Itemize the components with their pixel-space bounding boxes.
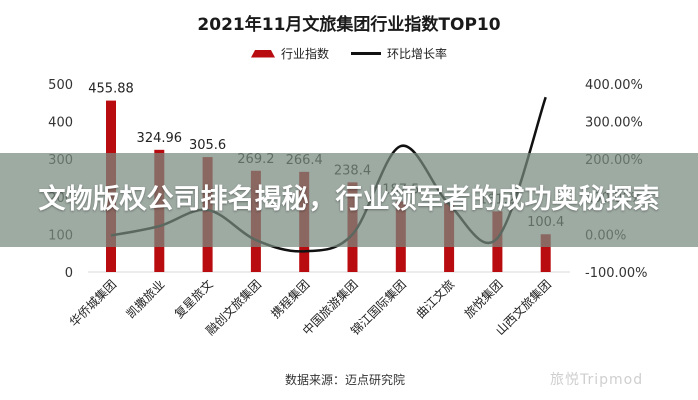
category-label: 复星旅文 — [171, 277, 216, 322]
legend-line-label: 环比增长率 — [387, 47, 448, 61]
headline-text: 文物版权公司排名揭秘，行业领军者的成功奥秘探索 — [38, 184, 660, 215]
left-axis-tick: 0 — [65, 266, 73, 281]
right-axis-tick: 300.00% — [585, 116, 643, 131]
category-label: 旅悦集团 — [461, 277, 506, 322]
left-axis-tick: 500 — [48, 78, 73, 93]
watermark: 旅悦Tripmod — [550, 372, 644, 388]
bar-swatch-icon — [250, 49, 275, 58]
bar — [540, 234, 551, 272]
left-axis-tick: 400 — [48, 116, 73, 131]
category-label: 曲江文旅 — [413, 277, 458, 322]
legend-item-line: 环比增长率 — [351, 45, 447, 62]
line-swatch-icon — [351, 52, 381, 55]
category-label: 凯撒旅业 — [123, 277, 168, 322]
chart-title: 2021年11月文旅集团行业指数TOP10 — [197, 15, 501, 35]
category-label: 携程集团 — [268, 277, 313, 322]
bar-value-label: 305.6 — [189, 138, 226, 153]
bar-value-label: 324.96 — [137, 131, 183, 146]
data-source: 数据来源：迈点研究院 — [285, 373, 406, 387]
category-label: 华侨城集团 — [66, 277, 119, 330]
right-axis-tick: -100.00% — [585, 266, 648, 281]
chart-legend: 行业指数 环比增长率 — [0, 45, 698, 62]
legend-bar-label: 行业指数 — [280, 47, 329, 61]
headline-banner: 文物版权公司排名揭秘，行业领军者的成功奥秘探索 — [0, 153, 698, 247]
bar-value-label: 455.88 — [88, 82, 134, 97]
legend-item-bar: 行业指数 — [250, 45, 329, 62]
right-axis-tick: 400.00% — [585, 78, 643, 93]
